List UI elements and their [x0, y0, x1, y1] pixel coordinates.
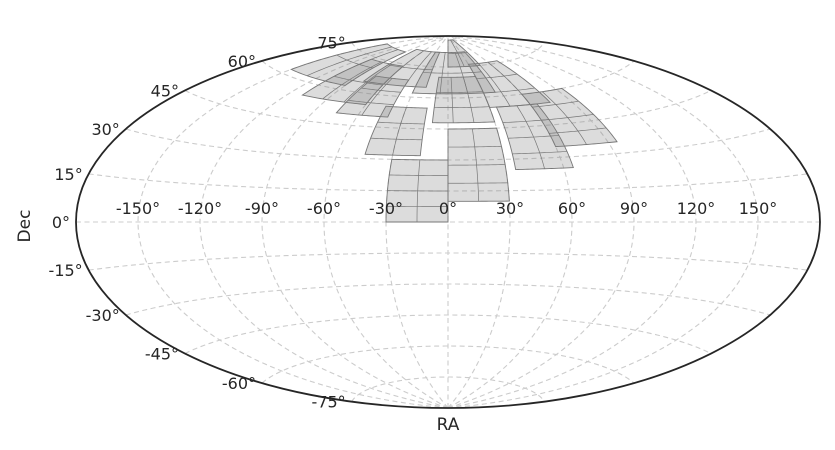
field-11-cell-edge	[422, 71, 482, 74]
dec-tick-label: -30°	[86, 306, 120, 325]
dec-tick-label: 60°	[228, 52, 256, 71]
field-13-cell-edge	[447, 52, 468, 54]
field-12-cell-edge	[388, 64, 433, 71]
dec-tick-label: 15°	[54, 165, 82, 184]
field-7-cell-edge	[476, 73, 518, 79]
ra-tick-label: -30°	[369, 199, 403, 218]
field-13	[447, 39, 482, 68]
field-8-cell-edge	[348, 99, 394, 105]
y-axis-label: Dec	[15, 210, 35, 243]
x-axis-label: RA	[437, 415, 460, 435]
field-10-cell-edge	[336, 54, 374, 69]
dec-tick-label: 0°	[52, 213, 70, 232]
ra-tick-label: -60°	[307, 199, 341, 218]
field-6-cell-edge	[436, 91, 483, 93]
projection-boundary	[75, 35, 821, 409]
dec-tick-label: 75°	[317, 33, 345, 52]
ra-tick-label: -150°	[116, 199, 160, 218]
field-1-cell-edge	[389, 174, 448, 176]
dec-tick-labels: -75° -60° -45° -30° -15° 0° 15° 30° 45° 60° 75°	[49, 33, 346, 411]
survey-fields	[290, 39, 618, 223]
ra-tick-label: 0°	[439, 199, 457, 218]
ra-gridline	[261, 35, 449, 409]
dec-tick-label: 45°	[151, 82, 179, 101]
ra-gridline	[137, 35, 449, 409]
field-2-cell-edge	[448, 164, 506, 166]
field-8-cell-edge	[361, 87, 401, 93]
field-7-cell-edge	[478, 63, 511, 107]
ra-tick-label: 30°	[496, 199, 524, 218]
map-frame	[75, 35, 821, 409]
field-6-cell-edge	[450, 77, 454, 123]
ra-gridline	[447, 35, 511, 409]
dec-tick-label: -75°	[312, 393, 346, 412]
ra-tick-label: 120°	[677, 199, 716, 218]
dec-tick-label: -45°	[145, 345, 179, 364]
ra-tick-label: 150°	[739, 199, 778, 218]
field-5-cell-edge	[370, 137, 423, 141]
field-5-cell-edge	[377, 121, 425, 125]
ra-tick-label: -90°	[245, 199, 279, 218]
dec-tick-label: 30°	[91, 120, 119, 139]
ra-tick-label: -120°	[178, 199, 222, 218]
field-6-cell-edge	[434, 106, 490, 108]
ra-gridline	[447, 35, 759, 409]
ra-tick-label: 90°	[620, 199, 648, 218]
field-5-cell-edge	[392, 107, 407, 156]
field-4-cell-edge	[532, 100, 579, 108]
dec-tick-label: -15°	[49, 261, 83, 280]
ra-gridline	[199, 35, 449, 409]
field-9-cell-edge	[334, 75, 383, 86]
ra-gridline	[447, 35, 635, 409]
ra-gridline	[447, 35, 697, 409]
field-4-cell-edge	[541, 114, 594, 121]
field-4-cell-edge	[549, 127, 607, 134]
ra-tick-label: 60°	[558, 199, 586, 218]
field-7-cell-edge	[487, 61, 531, 105]
field-3-cell-edge	[512, 151, 568, 155]
field-2-cell-edge	[448, 145, 502, 148]
dec-tick-label: -60°	[222, 374, 256, 393]
ra-tick-labels: -150° -120° -90° -60° -30° 0° 30° 60° 90° 120° 150…	[116, 199, 777, 218]
